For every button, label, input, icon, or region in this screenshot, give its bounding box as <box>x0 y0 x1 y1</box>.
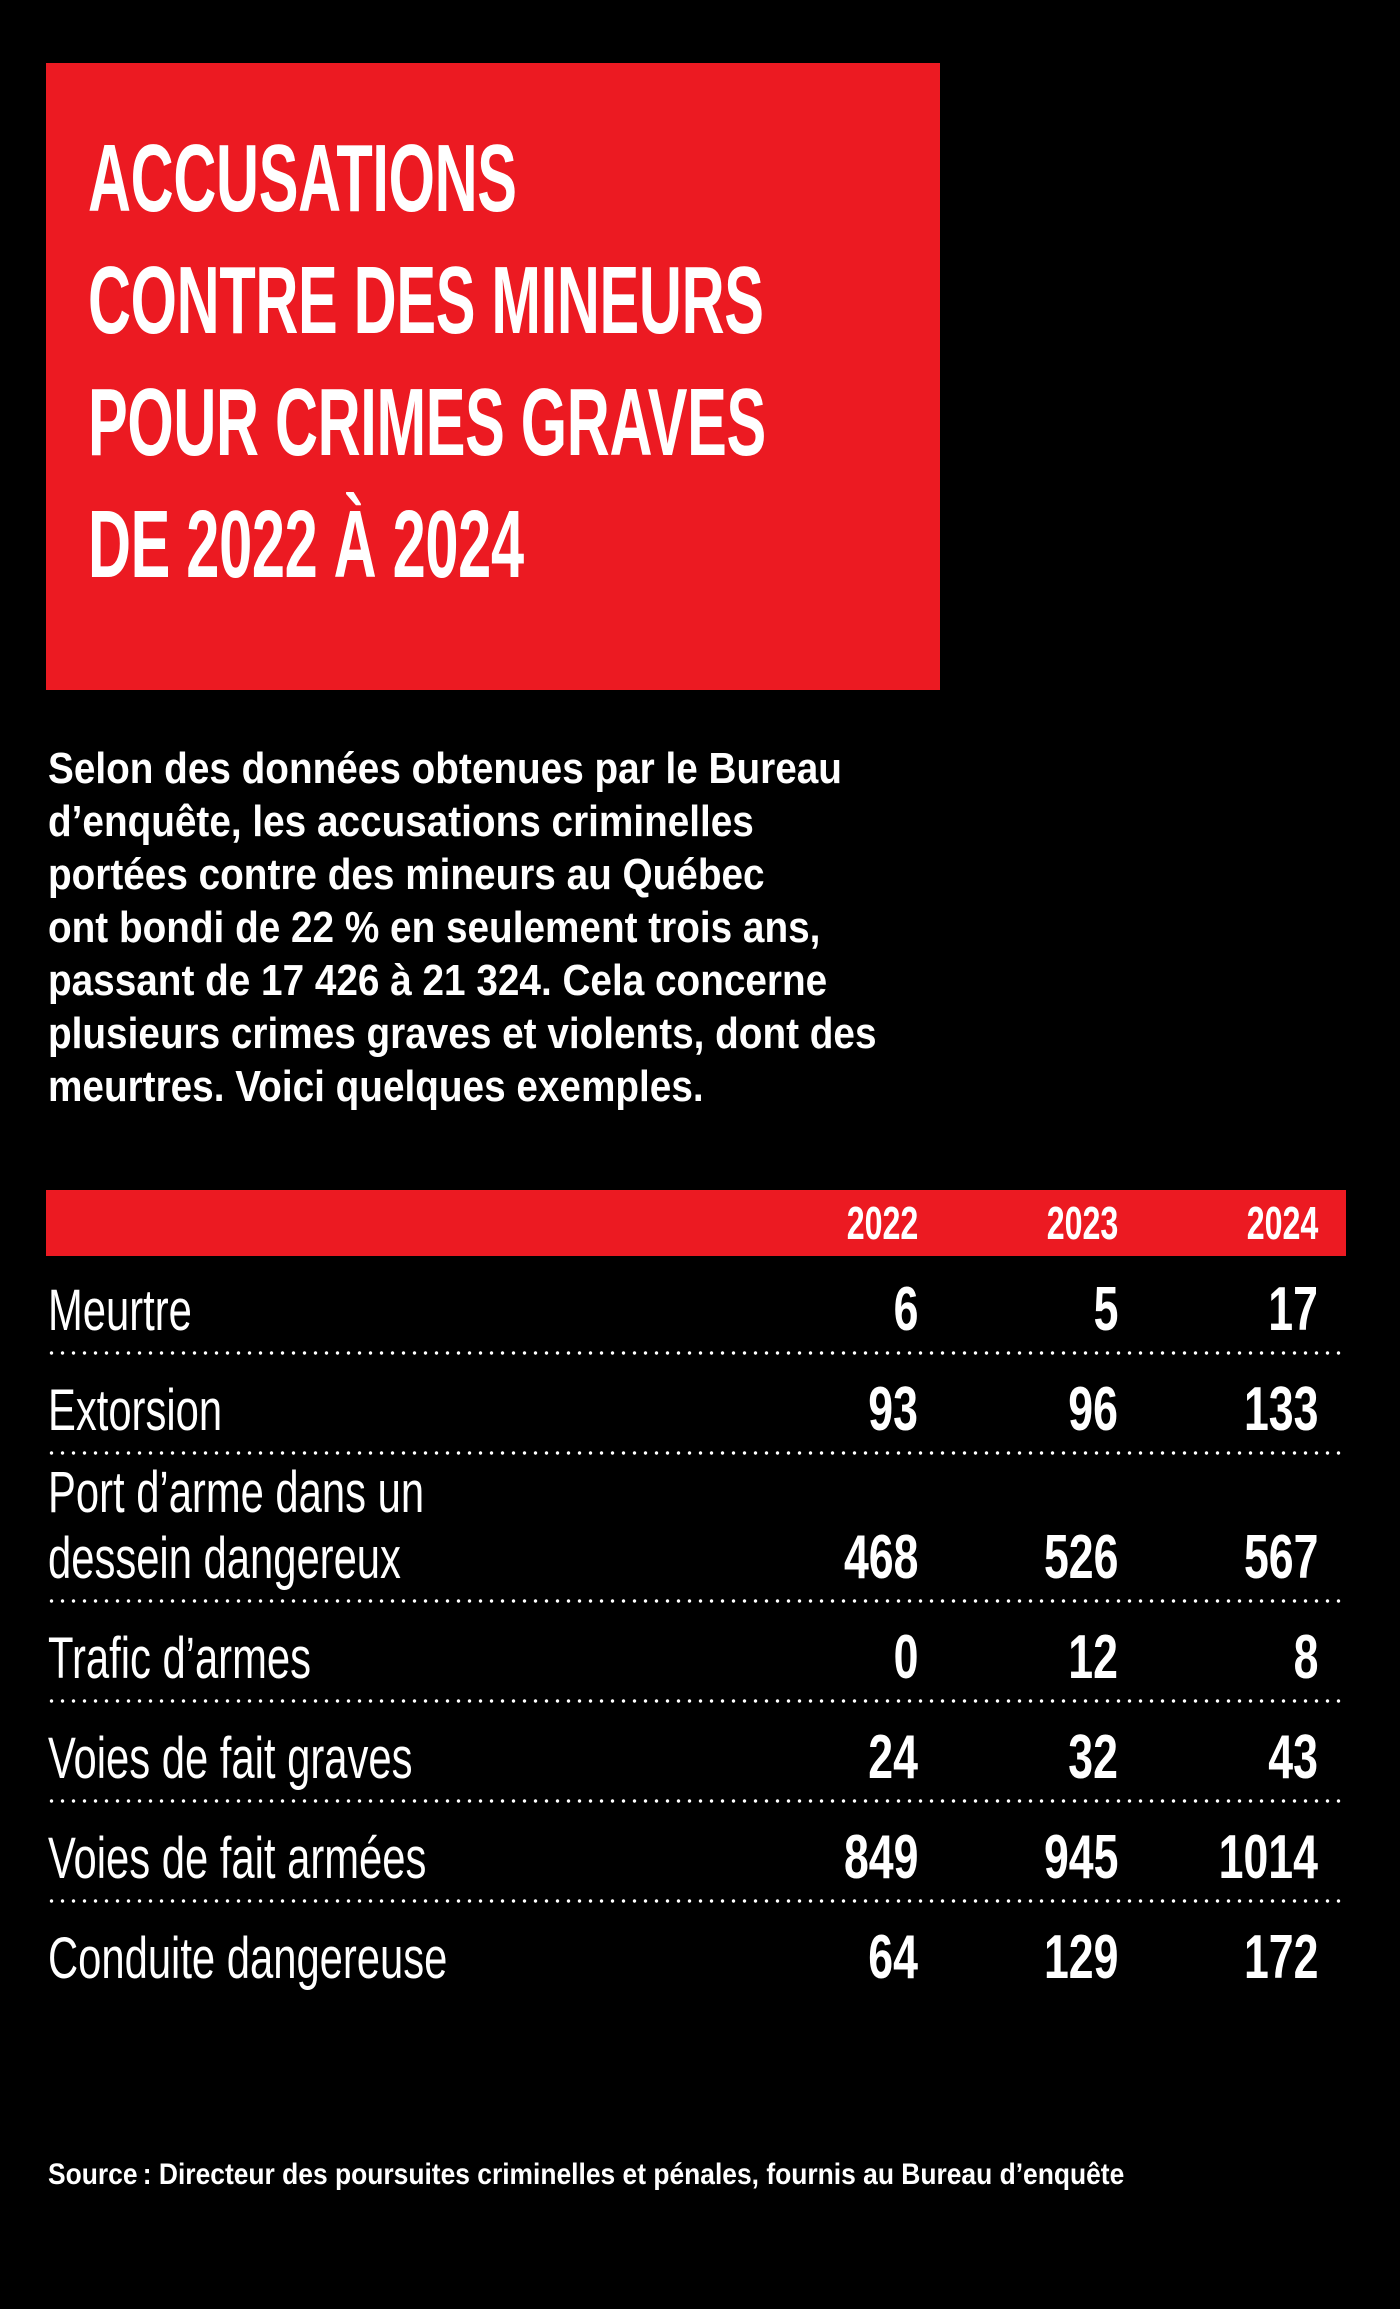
table-header-2022-text: 2022 <box>846 1197 918 1249</box>
table-header-2024: 2024 <box>1118 1200 1318 1246</box>
row-label: Voies de fait armées <box>46 1826 718 1892</box>
lead-line-7: meurtres. Voici quelques exemples. <box>48 1062 704 1111</box>
row-value-2024: 567 <box>1118 1524 1318 1592</box>
row-value-2022-text: 24 <box>868 1723 918 1792</box>
title-line-2: CONTRE DES MINEURS <box>88 247 764 354</box>
row-label-text: Port d’arme dans un dessein dangereux <box>48 1460 425 1591</box>
row-label-text: Trafic d’armes <box>48 1626 311 1691</box>
row-label: Conduite dangereuse <box>46 1926 718 1992</box>
row-value-2023-text: 129 <box>1043 1923 1118 1992</box>
lead-paragraph: Selon des données obtenues par le Bureau… <box>48 742 1178 1113</box>
row-value-2023-text: 96 <box>1068 1375 1118 1444</box>
row-value-2024: 1014 <box>1118 1824 1318 1892</box>
row-separator <box>46 1350 1346 1356</box>
table-header-2023: 2023 <box>918 1200 1118 1246</box>
row-value-2022-text: 849 <box>843 1823 918 1892</box>
row-value-2024-text: 1014 <box>1218 1823 1318 1892</box>
row-separator <box>46 1898 1346 1904</box>
row-separator <box>46 1450 1346 1456</box>
row-value-2022: 6 <box>718 1276 918 1344</box>
row-separator <box>46 1598 1346 1604</box>
row-value-2022: 849 <box>718 1824 918 1892</box>
row-value-2023-text: 5 <box>1093 1275 1118 1344</box>
row-value-2022: 468 <box>718 1524 918 1592</box>
row-value-2024: 17 <box>1118 1276 1318 1344</box>
source-text: Source : Directeur des poursuites crimin… <box>48 2158 1125 2191</box>
row-label: Voies de fait graves <box>46 1726 718 1792</box>
row-label: Meurtre <box>46 1278 718 1344</box>
source-line: Source : Directeur des poursuites crimin… <box>48 2157 1271 2193</box>
row-value-2024: 8 <box>1118 1624 1318 1692</box>
table-row: Trafic d’armes 0 12 8 <box>46 1604 1346 1698</box>
row-value-2024-text: 43 <box>1268 1723 1318 1792</box>
row-label-text: Extorsion <box>48 1378 223 1443</box>
row-value-2024-text: 567 <box>1243 1523 1318 1592</box>
row-value-2022: 93 <box>718 1376 918 1444</box>
row-separator <box>46 1698 1346 1704</box>
row-value-2023: 12 <box>918 1624 1118 1692</box>
row-value-2023: 96 <box>918 1376 1118 1444</box>
title-line-4: DE 2022 À 2024 <box>88 491 524 598</box>
row-value-2022-text: 6 <box>893 1275 918 1344</box>
row-label-text: Voies de fait armées <box>48 1826 427 1891</box>
row-value-2024: 43 <box>1118 1724 1318 1792</box>
row-value-2023-text: 526 <box>1043 1523 1118 1592</box>
row-value-2023: 5 <box>918 1276 1118 1344</box>
row-label: Port d’arme dans un dessein dangereux <box>46 1460 718 1592</box>
row-value-2022: 0 <box>718 1624 918 1692</box>
lead-line-3: portées contre des mineurs au Québec <box>48 850 765 899</box>
lead-line-6: plusieurs crimes graves et violents, don… <box>48 1009 877 1058</box>
title-line-3: POUR CRIMES GRAVES <box>88 369 766 476</box>
table-header-2024-text: 2024 <box>1246 1197 1318 1249</box>
row-value-2022: 24 <box>718 1724 918 1792</box>
row-value-2022-text: 0 <box>893 1623 918 1692</box>
row-value-2022-text: 93 <box>868 1375 918 1444</box>
row-value-2023: 945 <box>918 1824 1118 1892</box>
lead-line-1: Selon des données obtenues par le Bureau <box>48 744 842 793</box>
lead-line-4: ont bondi de 22 % en seulement trois ans… <box>48 903 821 952</box>
row-value-2024: 172 <box>1118 1924 1318 1992</box>
table-row: Port d’arme dans un dessein dangereux 46… <box>46 1456 1346 1598</box>
table-header-2022: 2022 <box>718 1200 918 1246</box>
row-label: Trafic d’armes <box>46 1626 718 1692</box>
row-value-2023: 129 <box>918 1924 1118 1992</box>
table-row: Extorsion 93 96 133 <box>46 1356 1346 1450</box>
row-value-2024: 133 <box>1118 1376 1318 1444</box>
row-value-2023-text: 12 <box>1068 1623 1118 1692</box>
table-row: Voies de fait graves 24 32 43 <box>46 1704 1346 1798</box>
data-table: 2022 2023 2024 Meurtre 6 5 17 Extorsion … <box>46 1190 1346 1998</box>
row-value-2024-text: 17 <box>1268 1275 1318 1344</box>
table-row: Conduite dangereuse 64 129 172 <box>46 1904 1346 1998</box>
table-row: Meurtre 6 5 17 <box>46 1256 1346 1350</box>
lead-line-5: passant de 17 426 à 21 324. Cela concern… <box>48 956 828 1005</box>
row-value-2024-text: 8 <box>1293 1623 1318 1692</box>
title-block: ACCUSATIONS CONTRE DES MINEURS POUR CRIM… <box>46 63 940 690</box>
row-value-2023: 32 <box>918 1724 1118 1792</box>
lead-line-2: d’enquête, les accusations criminelles <box>48 797 754 846</box>
table-header-2023-text: 2023 <box>1046 1197 1118 1249</box>
title-line-1: ACCUSATIONS <box>88 125 517 232</box>
row-value-2023-text: 945 <box>1043 1823 1118 1892</box>
table-header-row: 2022 2023 2024 <box>46 1190 1346 1256</box>
row-value-2024-text: 133 <box>1243 1375 1318 1444</box>
row-value-2022-text: 64 <box>868 1923 918 1992</box>
row-label: Extorsion <box>46 1378 718 1444</box>
row-label-text: Voies de fait graves <box>48 1726 413 1791</box>
table-row: Voies de fait armées 849 945 1014 <box>46 1804 1346 1898</box>
row-label-text: Meurtre <box>48 1278 192 1343</box>
row-label-text: Conduite dangereuse <box>48 1926 448 1991</box>
row-value-2022: 64 <box>718 1924 918 1992</box>
row-value-2022-text: 468 <box>843 1523 918 1592</box>
row-value-2023-text: 32 <box>1068 1723 1118 1792</box>
row-separator <box>46 1798 1346 1804</box>
row-value-2023: 526 <box>918 1524 1118 1592</box>
row-value-2024-text: 172 <box>1243 1923 1318 1992</box>
